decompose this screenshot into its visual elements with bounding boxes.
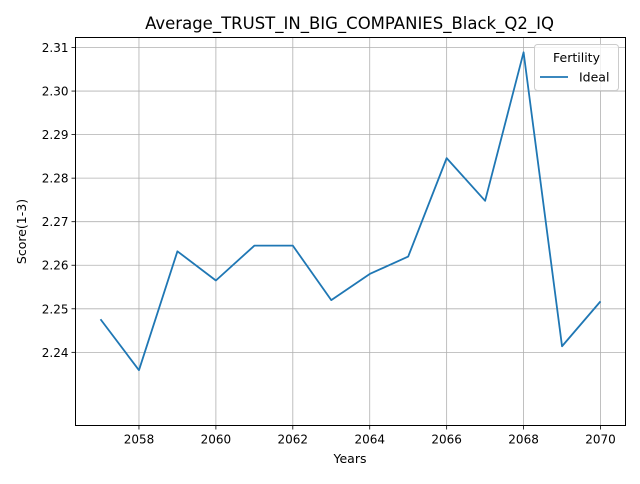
x-tick-label: 2064 [354, 433, 385, 447]
plot-area-frame [75, 37, 626, 426]
y-tick-label: 2.24 [42, 346, 69, 360]
y-tick-label: 2.30 [42, 85, 69, 99]
y-axis: 2.24 2.25 2.26 2.27 2.28 2.29 2.30 2.31 [42, 41, 76, 360]
y-tick-label: 2.27 [42, 215, 69, 229]
x-tick-label: 2062 [278, 433, 309, 447]
x-tick-label: 2060 [201, 433, 232, 447]
y-tick-label: 2.31 [42, 41, 69, 55]
legend-entry-label: Ideal [579, 70, 609, 85]
y-tick-label: 2.25 [42, 302, 69, 316]
y-axis-label: Score(1-3) [14, 199, 29, 264]
legend: Fertility Ideal [534, 44, 619, 91]
x-tick-label: 2058 [124, 433, 155, 447]
series-line-ideal [99, 51, 602, 372]
x-tick-label: 2068 [508, 433, 539, 447]
series-layer [99, 51, 602, 372]
x-tick-label: 2066 [431, 433, 462, 447]
chart-title: Average_TRUST_IN_BIG_COMPANIES_Black_Q2_… [145, 14, 554, 34]
x-axis: 2058 2060 2062 2064 2066 2068 2070 [124, 425, 616, 447]
y-tick-label: 2.26 [42, 259, 69, 273]
legend-title: Fertility [553, 50, 601, 65]
y-tick-label: 2.29 [42, 128, 69, 142]
x-tick-label: 2070 [585, 433, 616, 447]
grid [75, 37, 626, 426]
x-axis-label: Years [333, 451, 367, 466]
y-tick-label: 2.28 [42, 172, 69, 186]
legend-box [534, 44, 619, 91]
